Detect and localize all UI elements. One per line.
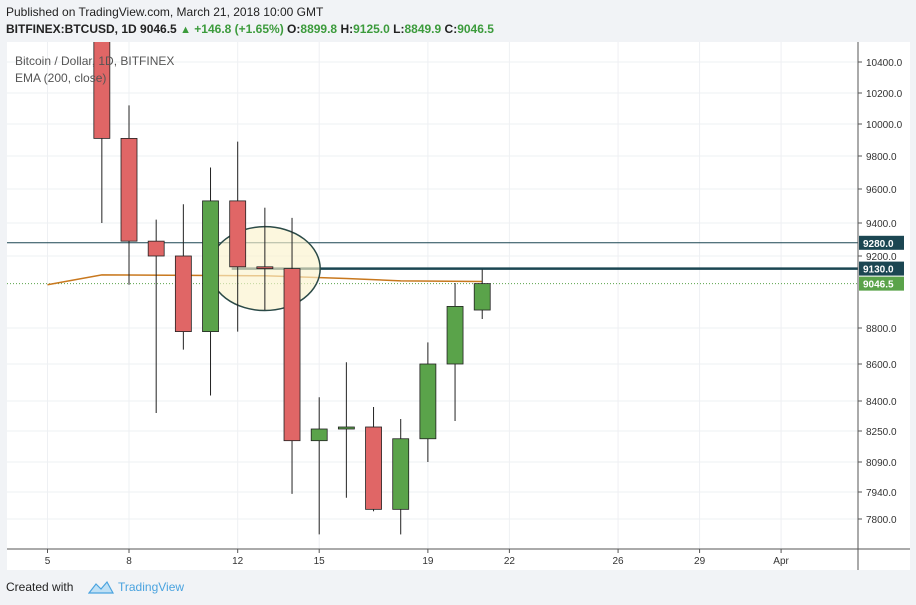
chart-header: Published on TradingView.com, March 21, … bbox=[0, 0, 916, 42]
price-tag-text: 9130.0 bbox=[863, 265, 894, 276]
candle-body bbox=[174, 255, 192, 332]
y-tick-label: 10200.0 bbox=[866, 89, 903, 100]
up-arrow-icon: ▲ bbox=[180, 24, 191, 36]
y-tick-label: 8600.0 bbox=[866, 360, 897, 371]
y-tick-label: 9400.0 bbox=[866, 219, 897, 230]
x-tick-label: 19 bbox=[422, 556, 434, 567]
last-price-tag-bg bbox=[859, 276, 904, 291]
candles bbox=[93, 42, 491, 535]
x-tick-label: 15 bbox=[314, 556, 326, 567]
y-tick-label: 10400.0 bbox=[866, 58, 903, 69]
candle-body bbox=[446, 305, 464, 365]
time-axis[interactable]: 5 8 12 15 19 22 26 29 Apr bbox=[45, 549, 790, 567]
low-label: L: bbox=[393, 22, 405, 36]
x-tick-label: 26 bbox=[613, 556, 625, 567]
x-tick-label: 22 bbox=[504, 556, 516, 567]
x-tick-label: Apr bbox=[773, 556, 789, 567]
low-value: 8849.9 bbox=[404, 22, 442, 36]
price-tags: 9280.0 9130.0 9046.5 bbox=[859, 235, 904, 291]
candle-body bbox=[120, 138, 138, 242]
candle-body bbox=[392, 438, 410, 510]
candle-body bbox=[229, 200, 247, 268]
candle-body bbox=[365, 426, 382, 510]
created-with-label: Created with bbox=[6, 580, 74, 594]
y-tick-label: 8250.0 bbox=[866, 427, 897, 438]
close-label: C: bbox=[444, 22, 458, 36]
candle-body bbox=[202, 200, 219, 332]
y-tick-label: 9600.0 bbox=[866, 185, 897, 196]
last-price-tag-text: 9046.5 bbox=[863, 280, 894, 291]
y-tick-label: 9200.0 bbox=[866, 252, 897, 263]
price-tag-bg bbox=[859, 235, 904, 250]
candle-body bbox=[419, 363, 437, 440]
open-label: O: bbox=[287, 22, 301, 36]
y-tick-label: 8400.0 bbox=[866, 397, 897, 408]
candle-body bbox=[310, 428, 328, 442]
candle-body bbox=[337, 426, 355, 430]
ticker-line: BITFINEX:BTCUSD, 1D 9046.5 ▲ +146.8 (+1.… bbox=[6, 22, 494, 36]
x-tick-label: 8 bbox=[126, 556, 132, 567]
high-value: 9125.0 bbox=[353, 22, 390, 36]
symbol-label: BITFINEX:BTCUSD, 1D bbox=[6, 22, 137, 36]
x-tick-label: 5 bbox=[45, 556, 51, 567]
last-price: 9046.5 bbox=[140, 22, 177, 36]
candle-body bbox=[256, 266, 274, 270]
legend-indicator: EMA (200, close) bbox=[15, 71, 106, 85]
candle-body bbox=[93, 42, 111, 139]
legend-title: Bitcoin / Dollar, 1D, BITFINEX bbox=[15, 54, 174, 68]
open-value: 8899.8 bbox=[300, 22, 338, 36]
tradingview-brand-link[interactable]: TradingView bbox=[118, 580, 185, 594]
price-tag-bg bbox=[859, 261, 904, 276]
close-value: 9046.5 bbox=[457, 22, 494, 36]
published-note: Published on TradingView.com, March 21, … bbox=[6, 5, 324, 19]
x-tick-label: 29 bbox=[694, 556, 706, 567]
y-tick-label: 8090.0 bbox=[866, 458, 897, 469]
price-tag-text: 9280.0 bbox=[863, 239, 894, 250]
footer: Created with TradingView bbox=[0, 570, 916, 605]
candle-body bbox=[283, 268, 301, 442]
change-value: +146.8 (+1.65%) bbox=[194, 22, 284, 36]
y-tick-label: 10000.0 bbox=[866, 120, 903, 131]
x-tick-label: 12 bbox=[232, 556, 244, 567]
candle-body bbox=[147, 240, 165, 257]
y-tick-label: 9800.0 bbox=[866, 152, 897, 163]
price-chart[interactable]: 7800.0 7940.0 8090.0 8250.0 8400.0 8600.0 8800… bbox=[7, 42, 910, 570]
y-tick-label: 8800.0 bbox=[866, 324, 897, 335]
high-label: H: bbox=[340, 22, 354, 36]
price-axis[interactable]: 7800.0 7940.0 8090.0 8250.0 8400.0 8600.0 8800… bbox=[858, 58, 903, 526]
candle-body bbox=[473, 283, 491, 311]
y-tick-label: 7800.0 bbox=[866, 515, 897, 526]
tradingview-logo-icon bbox=[88, 580, 114, 594]
y-tick-label: 7940.0 bbox=[866, 488, 897, 499]
